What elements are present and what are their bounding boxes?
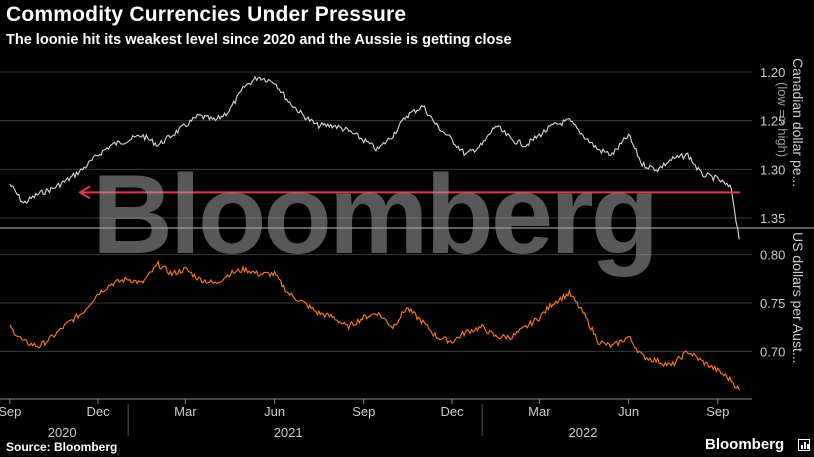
cad-axis-label: Canadian dollar pe... [790,58,806,228]
cad-axis-direction-tag: (low => high) [775,82,790,158]
brand-logo: Bloomberg [705,436,785,453]
x-tick-label: Jun [264,404,285,419]
y-tick-label: 1.20 [760,65,785,80]
x-tick-label: Sep [352,404,375,419]
y-tick-label: 0.75 [760,296,785,311]
x-tick-label: Sep [0,404,21,419]
x-year-label: 2022 [569,425,598,440]
x-year-label: 2020 [48,425,77,440]
x-tick-label: Mar [174,404,197,419]
y-tick-label: 1.25 [760,114,785,129]
chart-title: Commodity Currencies Under Pressure [6,3,407,26]
x-tick-label: Jun [618,404,639,419]
x-tick-label: Sep [706,404,729,419]
y-tick-label: 0.80 [760,248,785,263]
aud-series-line [9,259,740,391]
y-tick-label: 0.70 [760,344,785,359]
y-tick-label: 1.30 [760,162,785,177]
x-tick-label: Mar [528,404,551,419]
aud-axis-label: US dollars per Aust... [790,232,806,364]
x-tick-label: Dec [87,404,111,419]
x-tick-label: Dec [441,404,465,419]
y-tick-label: 1.35 [760,211,785,226]
chart-icon [798,439,810,451]
source-note: Source: Bloomberg [6,440,118,454]
x-year-label: 2021 [274,425,303,440]
chart-subtitle: The loonie hit its weakest level since 2… [6,32,512,48]
reference-arrow [78,185,91,200]
cad-axis-label-text: Canadian dollar pe... [790,58,806,188]
cad-series-line [9,75,740,240]
